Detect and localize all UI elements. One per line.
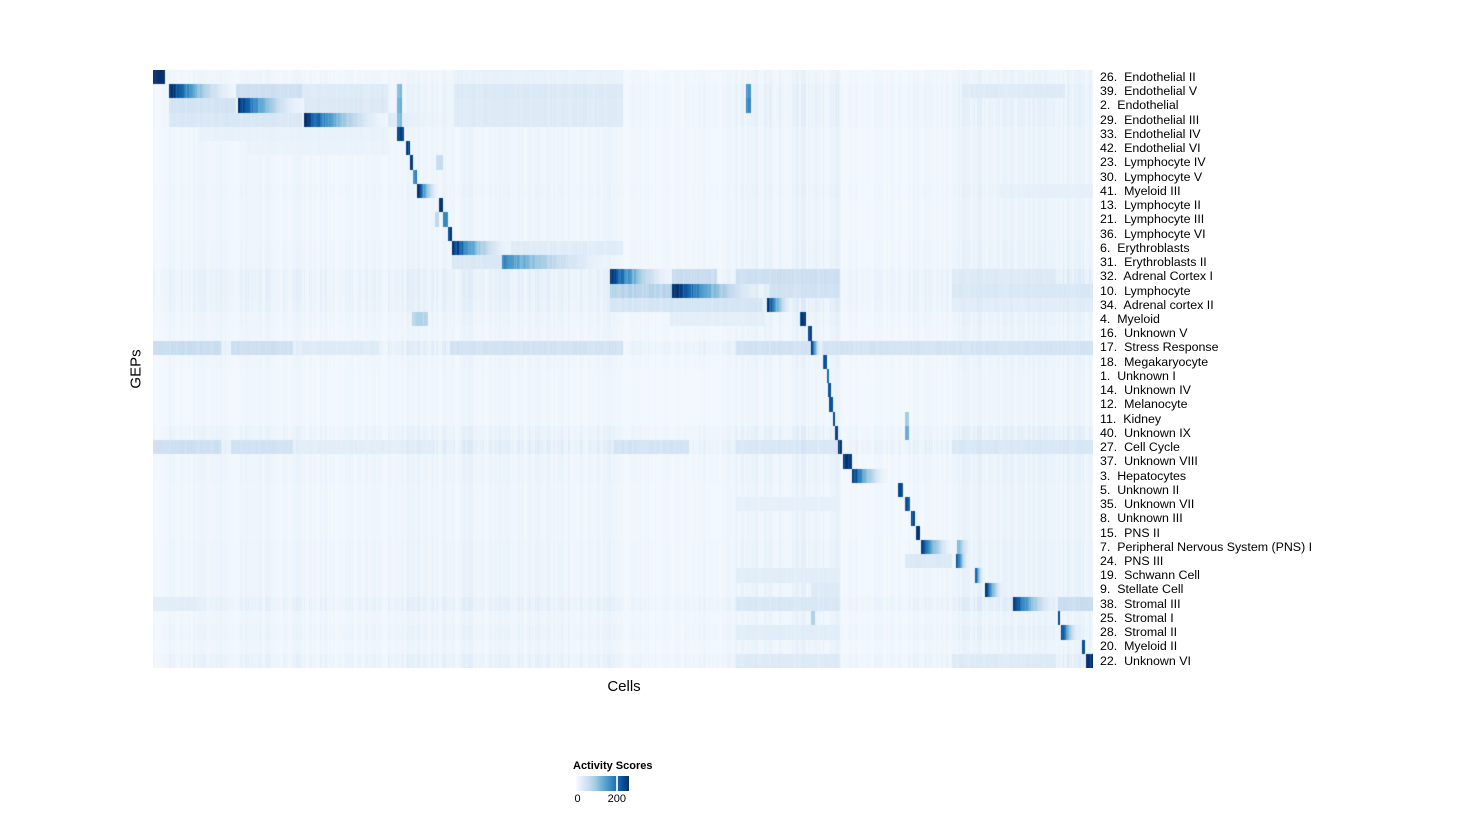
row-label: 35. Unknown VII <box>1100 497 1195 512</box>
row-label: 8. Unknown III <box>1100 511 1183 526</box>
row-label: 11. Kidney <box>1100 411 1162 426</box>
row-label: 29. Endothelial III <box>1100 112 1200 127</box>
row-label: 25. Stromal I <box>1100 610 1174 625</box>
row-label: 33. Endothelial IV <box>1100 126 1201 141</box>
row-label: 30. Lymphocyte V <box>1100 169 1203 184</box>
row-label: 21. Lymphocyte III <box>1100 212 1205 227</box>
row-label: 38. Stromal III <box>1100 596 1181 611</box>
row-label: 34. Adrenal cortex II <box>1100 297 1214 312</box>
row-label: 27. Cell Cycle <box>1100 440 1180 455</box>
row-label: 24. PNS III <box>1100 553 1164 568</box>
activity-scores-legend: Activity Scores 0 200 <box>573 760 733 807</box>
legend-gradient-bar <box>576 776 629 791</box>
row-labels: 26. Endothelial II 39. Endothelial V 2. En… <box>1100 70 1440 668</box>
row-label: 37. Unknown VIII <box>1100 454 1198 469</box>
row-label: 1. Unknown I <box>1100 368 1176 383</box>
row-label: 3. Hepatocytes <box>1100 468 1187 483</box>
row-label: 9. Stellate Cell <box>1100 582 1184 597</box>
row-label: 28. Stromal II <box>1100 625 1178 640</box>
row-label: 39. Endothelial V <box>1100 84 1198 99</box>
row-label: 4. Myeloid <box>1100 311 1160 326</box>
row-label: 19. Schwann Cell <box>1100 568 1200 583</box>
legend-tick-0: 0 <box>574 793 581 805</box>
row-label: 40. Unknown IX <box>1100 425 1191 440</box>
row-label: 14. Unknown IV <box>1100 383 1191 398</box>
row-label: 22. Unknown VI <box>1100 653 1191 668</box>
row-label: 31. Erythroblasts II <box>1100 255 1207 270</box>
row-label: 41. Myeloid III <box>1100 183 1181 198</box>
row-label: 18. Megakaryocyte <box>1100 354 1209 369</box>
row-label: 32. Adrenal Cortex I <box>1100 269 1213 284</box>
row-label: 16. Unknown V <box>1100 326 1188 341</box>
x-axis-label: Cells <box>607 678 641 695</box>
row-label: 26. Endothelial II <box>1100 70 1196 84</box>
heatmap-canvas <box>153 70 1093 668</box>
row-label: 36. Lymphocyte VI <box>1100 226 1206 241</box>
y-axis-label: GEPs <box>127 349 145 389</box>
legend-tick-notch <box>615 776 618 791</box>
row-label: 13. Lymphocyte II <box>1100 198 1201 213</box>
legend-tick-200: 200 <box>607 793 626 805</box>
row-label: 20. Myeloid II <box>1100 639 1178 654</box>
legend-ticks: 0 200 <box>574 793 629 807</box>
row-label: 2. Endothelial <box>1100 98 1179 113</box>
row-label: 5. Unknown II <box>1100 482 1180 497</box>
row-label: 15. PNS II <box>1100 525 1160 540</box>
row-label: 12. Melanocyte <box>1100 397 1188 412</box>
row-label: 6. Erythroblasts <box>1100 240 1190 255</box>
row-label: 42. Endothelial VI <box>1100 141 1201 156</box>
row-label: 7. Peripheral Nervous System (PNS) I <box>1100 539 1313 554</box>
legend-title: Activity Scores <box>573 760 653 772</box>
row-label: 23. Lymphocyte IV <box>1100 155 1206 170</box>
row-label: 10. Lymphocyte <box>1100 283 1191 298</box>
row-label: 17. Stress Response <box>1100 340 1219 355</box>
